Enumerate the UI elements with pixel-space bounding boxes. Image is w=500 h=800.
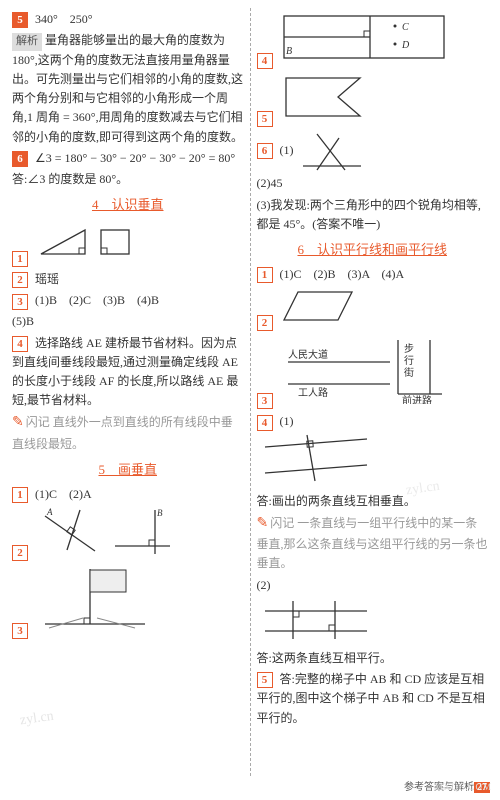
road-rm: 人民大道 bbox=[288, 348, 328, 361]
s4-q4-text: 选择路线 AE 建桥最节省材料。因为点到直线间垂线段最短,通过测量确定线段 AE… bbox=[12, 336, 238, 408]
s5-q1-text: (1)C (2)A bbox=[35, 487, 92, 501]
label-C: C bbox=[402, 22, 409, 33]
s6-q1-text: (1)C (2)B (3)A (4)A bbox=[280, 267, 405, 281]
perpendicular-svg: A B bbox=[35, 506, 175, 556]
s5-q2: 2 A B bbox=[12, 506, 244, 562]
svg-text:A: A bbox=[46, 507, 53, 517]
flash-label-right: 闪记 bbox=[270, 516, 294, 530]
flag-svg bbox=[35, 564, 155, 634]
left-column: 5 340° 250° 解析量角器能够量出的最大角的度数为180°,这两个角的度… bbox=[6, 8, 251, 776]
road-qj: 前进路 bbox=[402, 394, 432, 404]
right-column: 4 C D B 5 6 (1) bbox=[251, 8, 495, 776]
label-D: D bbox=[401, 40, 410, 51]
r-q6: 6 (1) bbox=[257, 130, 489, 172]
parallelogram-svg bbox=[280, 286, 360, 326]
q5-answer: 340° 250° bbox=[35, 12, 93, 26]
watermark-right: zyl.cn bbox=[405, 475, 442, 502]
roads-svg: 人民大道 工人路 步 行 街 前进路 bbox=[280, 334, 450, 404]
outline-2b: 2 bbox=[12, 545, 28, 561]
s4-q4: 4 选择路线 AE 建桥最节省材料。因为点到直线间垂线段最短,通过测量确定线段 … bbox=[12, 334, 244, 411]
diag-perp-svg bbox=[297, 130, 367, 172]
parallel-perp-svg bbox=[257, 433, 377, 483]
outline-4r2: 4 bbox=[257, 415, 273, 431]
outline-4r: 4 bbox=[257, 53, 273, 69]
s4-q2-text: 瑶瑶 bbox=[35, 272, 59, 286]
concave-svg bbox=[280, 72, 370, 122]
watermark-bottom: MXQE.COM bbox=[435, 780, 492, 794]
outline-3: 3 bbox=[12, 294, 28, 310]
road-bx1: 步 bbox=[404, 343, 414, 355]
flash-note-left: ✎闪记 直线外一点到直线的所有线段中垂直线段最短。 bbox=[12, 412, 244, 454]
s6-q5: 5 答:完整的梯子中 AB 和 CD 应该是互相平行的,图中这个梯子中 AB 和… bbox=[257, 670, 489, 728]
s6-q4-2: (2) bbox=[257, 576, 489, 595]
watermark-left: zyl.cn bbox=[19, 705, 56, 732]
r-q5: 5 bbox=[257, 72, 489, 128]
flash-label-left: 闪记 bbox=[26, 415, 50, 429]
parallel2-svg bbox=[257, 597, 377, 641]
section-5-title: 5 画垂直 bbox=[12, 460, 244, 481]
s4-q2: 2 瑶瑶 bbox=[12, 270, 244, 289]
section-4-title: 4 认识垂直 bbox=[12, 195, 244, 216]
svg-text:B: B bbox=[157, 508, 163, 518]
s4-q3b: (5)B bbox=[12, 312, 244, 331]
s4-q3-text: (1)B (2)C (3)B (4)B bbox=[35, 293, 159, 307]
q5-row: 5 340° 250° bbox=[12, 10, 244, 29]
r-q6-text: (1) bbox=[280, 143, 294, 157]
road-bx2: 行 bbox=[404, 354, 414, 367]
s4-q3: 3 (1)B (2)C (3)B (4)B bbox=[12, 291, 244, 310]
q6-row: 6 ∠3 = 180° − 30° − 20° − 30° − 20° = 80… bbox=[12, 149, 244, 168]
s6-q2: 2 bbox=[257, 286, 489, 332]
q5-explain: 解析量角器能够量出的最大角的度数为180°,这两个角的度数无法直接用量角器量出。… bbox=[12, 31, 244, 147]
s6-q3: 3 人民大道 工人路 步 行 街 前进路 bbox=[257, 334, 489, 410]
road-bx3: 街 bbox=[404, 366, 414, 379]
q6-answer: 答:∠3 的度数是 80°。 bbox=[12, 170, 244, 189]
section-6-title: 6 认识平行线和画平行线 bbox=[257, 240, 489, 261]
r-q4: 4 C D B bbox=[257, 10, 489, 70]
s5-q3: 3 bbox=[12, 564, 244, 640]
s6-q4-ans: 答:画出的两条直线互相垂直。 bbox=[257, 492, 489, 511]
outline-2r: 2 bbox=[257, 315, 273, 331]
outline-6r: 6 bbox=[257, 143, 273, 159]
label-B: B bbox=[286, 46, 292, 57]
s6-q1: 1 (1)C (2)B (3)A (4)A bbox=[257, 265, 489, 284]
road-gr: 工人路 bbox=[298, 386, 328, 399]
badge-5: 5 bbox=[12, 12, 28, 28]
s6-q5-text: 答:完整的梯子中 AB 和 CD 应该是互相平行的,图中这个梯子中 AB 和 C… bbox=[257, 672, 485, 724]
flash-icon-r: ✎ bbox=[257, 513, 269, 535]
s6-q4-text: (1) bbox=[280, 414, 294, 428]
flash-note-right: ✎闪记 一条直线与一组平行线中的某一条垂直,那么这条直线与这组平行线的另一条也垂… bbox=[257, 513, 489, 574]
badge-6: 6 bbox=[12, 151, 28, 167]
outline-5r2: 5 bbox=[257, 672, 273, 688]
s6-q4-2-ans: 答:这两条直线互相平行。 bbox=[257, 649, 489, 668]
outline-3b: 3 bbox=[12, 623, 28, 639]
outline-2: 2 bbox=[12, 272, 28, 288]
q6-text: ∠3 = 180° − 30° − 20° − 30° − 20° = 80° bbox=[35, 151, 235, 165]
explain-label: 解析 bbox=[12, 33, 42, 51]
triangle-square-svg bbox=[35, 224, 145, 258]
outline-3r: 3 bbox=[257, 393, 273, 409]
s4-q1: 1 bbox=[12, 220, 244, 268]
q5-explain-text: 量角器能够量出的最大角的度数为180°,这两个角的度数无法直接用量角器量出。可先… bbox=[12, 33, 243, 143]
outline-1: 1 bbox=[12, 251, 28, 267]
outline-1b: 1 bbox=[12, 487, 28, 503]
flash-icon: ✎ bbox=[12, 412, 24, 434]
r-q6-3: (3)我发现:两个三角形中的四个锐角均相等,都是 45°。(答案不唯一) bbox=[257, 196, 489, 234]
page-columns: 5 340° 250° 解析量角器能够量出的最大角的度数为180°,这两个角的度… bbox=[0, 0, 500, 800]
outline-1r: 1 bbox=[257, 267, 273, 283]
cd-rect-svg: C D B bbox=[280, 10, 450, 64]
outline-5r: 5 bbox=[257, 111, 273, 127]
s6-q4: 4 (1) bbox=[257, 412, 489, 431]
s5-q1: 1 (1)C (2)A bbox=[12, 485, 244, 504]
r-q6-2: (2)45 bbox=[257, 174, 489, 193]
outline-4: 4 bbox=[12, 336, 28, 352]
